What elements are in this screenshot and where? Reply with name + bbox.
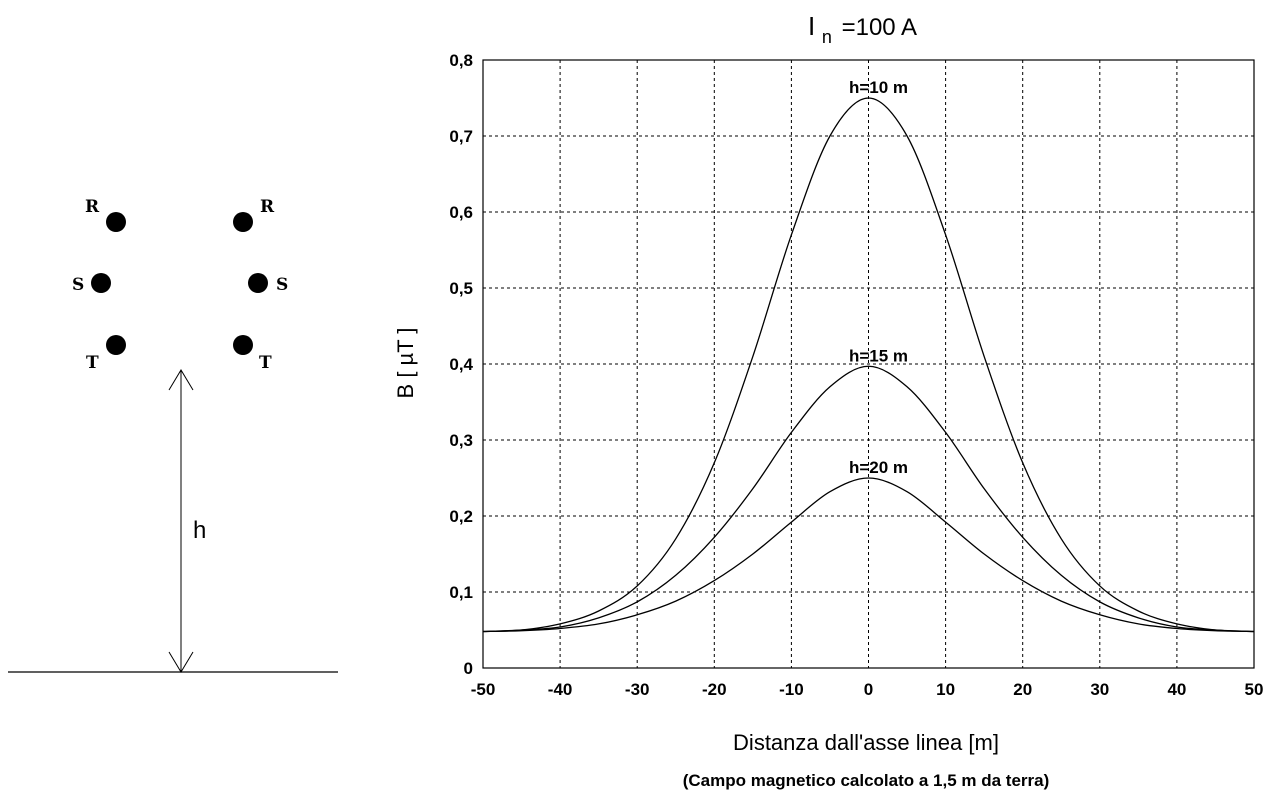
y-tick-label: 0,7 (449, 127, 473, 146)
conductor-dot (233, 212, 253, 232)
x-tick-label: 20 (1013, 680, 1032, 699)
y-tick-label: 0,4 (449, 355, 473, 374)
x-tick-label: 30 (1090, 680, 1109, 699)
curve-labels: h=10 m h=15 m h=20 m (849, 78, 908, 477)
x-tick-label: 40 (1167, 680, 1186, 699)
x-axis-label: Distanza dall'asse linea [m] (733, 730, 999, 755)
series-line (482, 365, 1255, 633)
chart-title-rest: =100 A (842, 14, 917, 41)
chart-title-main: I (808, 11, 815, 41)
y-tick-label: 0,3 (449, 431, 473, 450)
phase-label-t-right: T (259, 353, 272, 373)
x-tick-label: -10 (779, 680, 804, 699)
conductor-dot (248, 273, 268, 293)
series-label: h=10 m (849, 78, 908, 97)
series-label: h=15 m (849, 346, 908, 365)
y-tick-label: 0,1 (449, 583, 473, 602)
chart: I n =100 A -50 -40 -30 -20 -10 0 10 20 30 40 50 00… (393, 11, 1263, 790)
conductor-dot (233, 335, 253, 355)
y-tick-label: 0,6 (449, 203, 473, 222)
phase-label-r-right: R (260, 197, 275, 217)
y-tick-label: 0,2 (449, 507, 473, 526)
series-line (482, 477, 1255, 633)
y-tick-label: 0,8 (449, 51, 473, 70)
series-label: h=20 m (849, 458, 908, 477)
phase-label-s-left: S (72, 275, 84, 295)
phase-label-s-right: S (276, 275, 288, 295)
chart-title-subscript: n (822, 27, 832, 47)
x-tick-labels: -50 -40 -30 -20 -10 0 10 20 30 40 50 (471, 680, 1264, 699)
arrow-up-icon (168, 369, 194, 391)
x-tick-label: 0 (864, 680, 873, 699)
y-tick-label: 0 (464, 659, 473, 678)
x-tick-label: -40 (548, 680, 573, 699)
conductor-dot (106, 335, 126, 355)
phase-label-r-left: R (85, 197, 100, 217)
plot-frame (482, 59, 1255, 669)
conductor-dot (91, 273, 111, 293)
x-tick-label: -50 (471, 680, 496, 699)
x-tick-label: 50 (1245, 680, 1264, 699)
y-tick-labels: 0 0,1 0,2 0,3 0,4 0,5 0,6 0,7 0,8 (449, 51, 473, 678)
phase-label-t-left: T (86, 353, 99, 373)
curves (482, 97, 1255, 633)
height-label: h (193, 517, 206, 544)
y-tick-label: 0,5 (449, 279, 473, 298)
series-line (482, 97, 1255, 633)
grid (483, 60, 1254, 668)
x-tick-label: 10 (936, 680, 955, 699)
y-axis-label: B [ µT ] (393, 328, 418, 399)
chart-note: (Campo magnetico calcolato a 1,5 m da te… (683, 771, 1050, 790)
conductor-dot (106, 212, 126, 232)
chart-title: I n =100 A (808, 11, 917, 49)
x-tick-label: -30 (625, 680, 650, 699)
tower-diagram: R S T R S T h (8, 197, 338, 673)
x-tick-label: -20 (702, 680, 727, 699)
